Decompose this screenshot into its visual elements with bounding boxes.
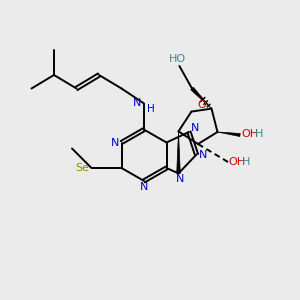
- Polygon shape: [218, 132, 240, 136]
- Text: H: H: [254, 129, 263, 140]
- Text: N: N: [191, 123, 199, 133]
- Text: HO: HO: [169, 54, 187, 64]
- Text: N: N: [111, 137, 119, 148]
- Text: H: H: [147, 104, 154, 114]
- Polygon shape: [191, 87, 212, 109]
- Text: OH: OH: [228, 157, 246, 167]
- Text: N: N: [140, 182, 148, 192]
- Text: O: O: [197, 100, 206, 110]
- Text: Se: Se: [75, 163, 89, 173]
- Text: N: N: [176, 174, 184, 184]
- Text: N: N: [199, 149, 207, 160]
- Text: N: N: [133, 98, 141, 109]
- Text: OH: OH: [241, 129, 258, 140]
- Polygon shape: [177, 131, 180, 173]
- Text: H: H: [242, 157, 250, 167]
